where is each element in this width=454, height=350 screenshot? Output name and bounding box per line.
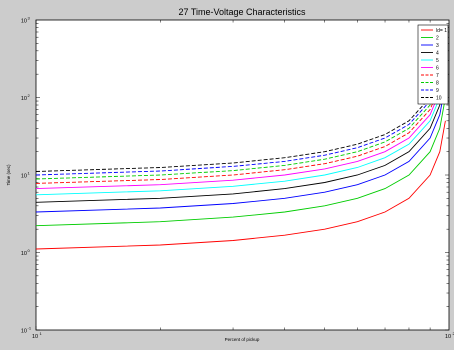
legend-label: 4: [436, 50, 439, 56]
y-tick-exponent: 3: [28, 16, 31, 21]
y-tick-exponent: 1: [28, 171, 31, 176]
y-tick-label: 10: [21, 19, 27, 25]
legend-label: 6: [436, 65, 439, 71]
legend-label: 10: [436, 95, 442, 101]
legend: ld= 12 34 56 78 910: [418, 25, 448, 104]
x-axis-label: Percent of pickup: [225, 337, 260, 342]
y-tick-label: 10: [21, 329, 27, 335]
legend-label: ld= 1: [436, 28, 447, 34]
legend-label: 3: [436, 43, 439, 49]
y-tick-exponent: 2: [28, 93, 31, 98]
y-tick-exponent: -1: [28, 326, 32, 331]
y-axis-label: Time (sec): [6, 164, 11, 186]
legend-label: 8: [436, 80, 439, 86]
x-tick-label: 10: [32, 334, 38, 340]
legend-label: 7: [436, 73, 439, 79]
plot-area: [36, 20, 449, 330]
legend-box: [418, 25, 448, 104]
chart-title: 27 Time-Voltage Characteristics: [178, 7, 306, 17]
legend-label: 5: [436, 58, 439, 64]
legend-label: 9: [436, 88, 439, 94]
y-tick-label: 10: [21, 96, 27, 102]
x-tick-exponent: 1: [40, 331, 43, 336]
legend-label: 2: [436, 35, 439, 41]
y-tick-exponent: 0: [28, 248, 31, 253]
y-tick-label: 10: [21, 174, 27, 180]
x-tick-label: 10: [445, 334, 451, 340]
y-tick-label: 10: [21, 251, 27, 257]
